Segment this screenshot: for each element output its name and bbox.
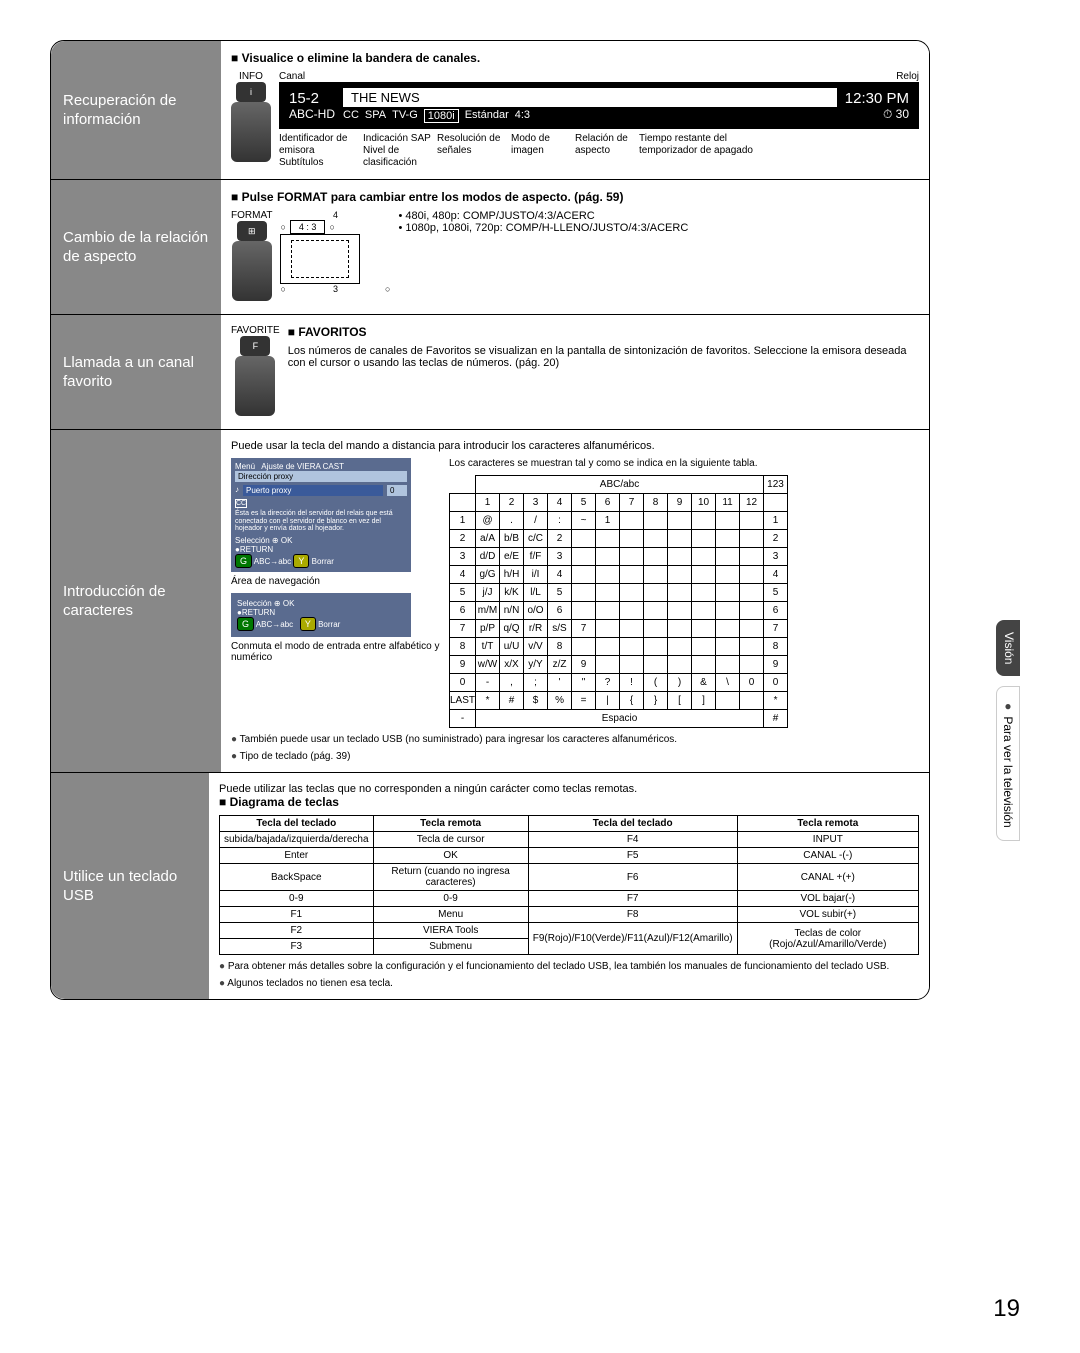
- side-tab-vision[interactable]: Visión: [996, 620, 1020, 676]
- badge-aspect: 4:3: [515, 109, 530, 123]
- chars-intro: Puede usar la tecla del mando a distanci…: [231, 440, 919, 452]
- reloj-label: Reloj: [896, 71, 919, 82]
- remote-icon: [232, 241, 272, 301]
- lbl-sap: Indicación SAP: [363, 133, 431, 144]
- proxy-port: Puerto proxy: [243, 485, 383, 496]
- usb-diagram-heading: Diagrama de teclas: [219, 795, 919, 809]
- badge-res: 1080i: [424, 109, 459, 123]
- format-btn-label: FORMAT: [231, 210, 272, 221]
- info-content: Visualice o elimine la bandera de canale…: [221, 41, 929, 179]
- channel-name: ABC-HD: [289, 107, 335, 121]
- remote-icon: [235, 356, 275, 416]
- sleep-timer: ⏱ 30: [845, 107, 909, 122]
- page-number: 19: [993, 1295, 1020, 1323]
- section-title-info: Recuperación de información: [51, 41, 221, 179]
- badge-cc: CC: [343, 109, 359, 123]
- usb-note2: Algunos teclados no tienen esa tecla.: [219, 978, 919, 989]
- badge-spa: SPA: [365, 109, 386, 123]
- aspect-note1: • 480i, 480p: COMP/JUSTO/4:3/ACERC: [398, 210, 688, 222]
- viera-note: Ésta es la dirección del servidor del re…: [235, 510, 407, 533]
- proxy-addr: Dirección proxy: [235, 471, 407, 482]
- usb-note1: Para obtener más detalles sobre la confi…: [219, 961, 919, 972]
- proxy-port-val: 0: [387, 485, 407, 496]
- lbl-res: Resolución de señales: [437, 133, 507, 169]
- character-table: ABC/abc1231234567891011121@./:~112a/Ab/B…: [449, 475, 788, 728]
- viera-cast-box: Menú Ajuste de VIERA CAST Dirección prox…: [231, 458, 411, 572]
- lbl-nivel: Nivel de clasificación: [363, 145, 417, 168]
- favorite-content: FAVORITE F FAVORITOS Los números de cana…: [221, 315, 929, 429]
- usb-content: Puede utilizar las teclas que no corresp…: [209, 773, 929, 999]
- lbl-tiempo: Tiempo restante del temporizador de apag…: [639, 133, 779, 169]
- lbl-modo: Modo de imagen: [511, 133, 571, 169]
- favorite-btn-label: FAVORITE: [231, 325, 280, 336]
- switch-note: Conmuta el modo de entrada entre alfabét…: [231, 641, 441, 663]
- fav-text: Los números de canales de Favoritos se v…: [288, 345, 919, 369]
- info-button[interactable]: i: [236, 82, 266, 102]
- aspect-center: 4 : 3: [290, 220, 326, 234]
- usb-intro: Puede utilizar las teclas que no corresp…: [219, 783, 919, 795]
- arrow-n: 4: [280, 210, 390, 220]
- chars-note2: Tipo de teclado (pág. 39): [231, 751, 919, 762]
- program-name: THE NEWS: [343, 88, 837, 107]
- info-btn-label: INFO: [231, 71, 271, 82]
- info-bar: 15-2 ABC-HD THE NEWS CC SPA TV-G 1080i: [279, 82, 919, 129]
- aspect-heading: Pulse FORMAT para cambiar entre los modo…: [231, 190, 919, 204]
- fav-heading: FAVORITOS: [288, 325, 919, 339]
- lbl-relacion: Relación de aspecto: [575, 133, 635, 169]
- section-title-favorite: Llamada a un canal favorito: [51, 315, 221, 429]
- canal-label: Canal: [279, 71, 305, 82]
- aspect-content: Pulse FORMAT para cambiar entre los modo…: [221, 180, 929, 314]
- favorite-button[interactable]: F: [240, 336, 270, 356]
- remote-icon: [231, 102, 271, 162]
- section-title-aspect: Cambio de la relación de aspecto: [51, 180, 221, 314]
- clock-time: 12:30 PM: [845, 90, 909, 107]
- badge-rating: TV-G: [392, 109, 418, 123]
- aspect-note2: • 1080p, 1080i, 720p: COMP/H-LLENO/JUSTO…: [398, 222, 688, 234]
- chars-note1: También puede usar un teclado USB (no su…: [231, 734, 919, 745]
- keyboard-table: Tecla del tecladoTecla remotaTecla del t…: [219, 815, 919, 955]
- aspect-diagram: [280, 234, 360, 284]
- section-title-chars: Introducción de caracteres: [51, 430, 221, 772]
- nav-area-box: Selección ⊕ OK ●RETURN G ABC→abc Y Borra…: [231, 593, 411, 637]
- channel-number: 15-2: [289, 90, 335, 107]
- nav-area-label: Área de navegación: [231, 576, 441, 587]
- side-tab-tv[interactable]: ● Para ver la televisión: [996, 686, 1020, 841]
- section-title-usb: Utilice un teclado USB: [51, 773, 209, 999]
- chars-content: Puede usar la tecla del mando a distanci…: [221, 430, 929, 772]
- info-heading: Visualice o elimine la bandera de canale…: [231, 51, 919, 65]
- badge-mode: Estándar: [465, 109, 509, 123]
- format-button[interactable]: ⊞: [237, 221, 267, 241]
- lbl-subtitulos: Subtítulos: [279, 157, 323, 168]
- lbl-id-emisora: Identificador de emisora: [279, 133, 347, 156]
- chars-caption: Los caracteres se muestran tal y como se…: [449, 458, 919, 469]
